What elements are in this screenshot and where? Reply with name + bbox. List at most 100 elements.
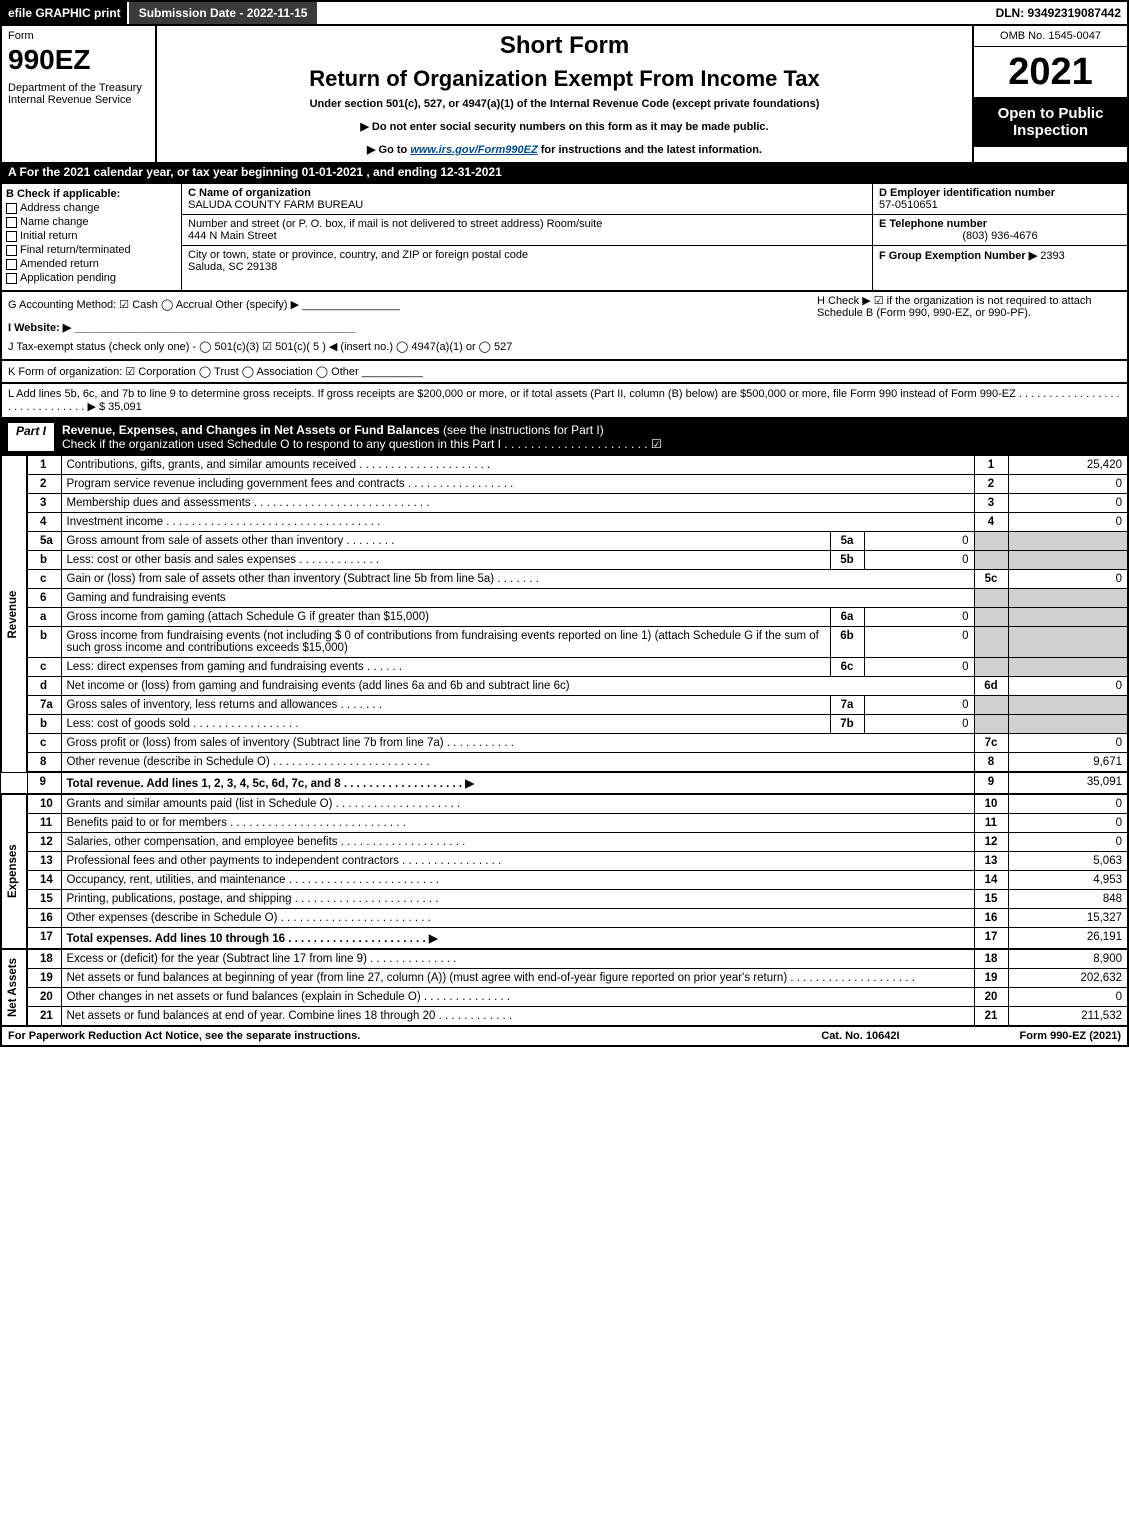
org-name: SALUDA COUNTY FARM BUREAU [188,199,363,211]
line-desc: Contributions, gifts, grants, and simila… [61,456,974,475]
line-desc: Other revenue (describe in Schedule O) .… [61,753,974,773]
city-label: City or town, state or province, country… [188,249,528,261]
chk-label: Initial return [20,230,77,242]
side-expenses: Expenses [1,794,27,949]
chk-application-pending[interactable]: Application pending [6,272,177,284]
tel-value: (803) 936-4676 [879,230,1121,242]
irs-link[interactable]: www.irs.gov/Form990EZ [410,144,537,156]
line-num: a [27,608,61,627]
line-desc: Occupancy, rent, utilities, and maintena… [61,871,974,890]
line-num: 2 [27,475,61,494]
form-header: Form 990EZ Department of the Treasury In… [0,24,1129,162]
line-desc: Less: cost or other basis and sales expe… [61,551,830,570]
shade [1008,627,1128,658]
line-amt: 202,632 [1008,969,1128,988]
lines-table: Revenue 1 Contributions, gifts, grants, … [0,455,1129,1027]
line-ref: 15 [974,890,1008,909]
row-g-to-j: G Accounting Method: ☑ Cash ◯ Accrual Ot… [0,290,1129,359]
line-num: c [27,570,61,589]
line-num: 10 [27,794,61,814]
line-ref: 21 [974,1007,1008,1027]
line-amt: 0 [1008,570,1128,589]
submission-date: Submission Date - 2022-11-15 [127,2,318,24]
line-desc: Professional fees and other payments to … [61,852,974,871]
line-desc: Gross sales of inventory, less returns a… [61,696,830,715]
efile-label[interactable]: efile GRAPHIC print [2,2,127,24]
footer-left: For Paperwork Reduction Act Notice, see … [8,1030,821,1042]
note2-post: for instructions and the latest informat… [538,144,762,156]
line-ref: 10 [974,794,1008,814]
chk-final-return[interactable]: Final return/terminated [6,244,177,256]
col-d-identifiers: D Employer identification number 57-0510… [872,184,1127,290]
shade [974,715,1008,734]
line-desc: Less: cost of goods sold . . . . . . . .… [61,715,830,734]
shade [1008,696,1128,715]
line-amt: 0 [1008,814,1128,833]
line-ref: 1 [974,456,1008,475]
sub-ref: 5a [830,532,864,551]
shade [974,658,1008,677]
section-bcd: B Check if applicable: Address change Na… [0,182,1129,290]
line-desc: Net income or (loss) from gaming and fun… [61,677,974,696]
shade [974,551,1008,570]
line-desc: Total revenue. Add lines 1, 2, 3, 4, 5c,… [61,772,974,794]
form-number: 990EZ [8,46,149,74]
shade [1008,608,1128,627]
chk-label: Address change [20,202,100,214]
chk-label: Final return/terminated [20,244,131,256]
line-amt: 0 [1008,833,1128,852]
sub-amt: 0 [864,658,974,677]
shade [974,696,1008,715]
line-num: 16 [27,909,61,928]
line-amt: 0 [1008,494,1128,513]
chk-name-change[interactable]: Name change [6,216,177,228]
line-num: 13 [27,852,61,871]
line-num: 12 [27,833,61,852]
line-desc: Gross profit or (loss) from sales of inv… [61,734,974,753]
sub-amt: 0 [864,551,974,570]
line-amt: 0 [1008,794,1128,814]
sub-ref: 7b [830,715,864,734]
form-label: Form [8,30,149,42]
line-amt: 26,191 [1008,928,1128,950]
line-num: 8 [27,753,61,773]
line-ref: 3 [974,494,1008,513]
line-num: 11 [27,814,61,833]
part-check: Check if the organization used Schedule … [62,437,662,451]
row-i: I Website: ▶ ___________________________… [8,321,1121,334]
line-desc: Gain or (loss) from sale of assets other… [61,570,974,589]
ein-label: D Employer identification number [879,187,1055,199]
form-subtitle: Under section 501(c), 527, or 4947(a)(1)… [163,98,966,110]
footer: For Paperwork Reduction Act Notice, see … [0,1027,1129,1047]
line-amt: 0 [1008,677,1128,696]
line-ref: 12 [974,833,1008,852]
row-j: J Tax-exempt status (check only one) - ◯… [8,340,1121,353]
sub-amt: 0 [864,627,974,658]
org-address: 444 N Main Street [188,230,277,242]
org-city: Saluda, SC 29138 [188,261,277,273]
sub-ref: 6b [830,627,864,658]
line-ref: 20 [974,988,1008,1007]
open-to-public: Open to Public Inspection [974,97,1127,147]
line-amt: 35,091 [1008,772,1128,794]
form-title: Return of Organization Exempt From Incom… [163,66,966,92]
side-net-assets: Net Assets [1,949,27,1026]
line-amt: 0 [1008,513,1128,532]
chk-initial-return[interactable]: Initial return [6,230,177,242]
line-num: b [27,627,61,658]
line-amt: 0 [1008,475,1128,494]
line-ref: 17 [974,928,1008,950]
chk-amended-return[interactable]: Amended return [6,258,177,270]
sub-amt: 0 [864,532,974,551]
top-bar: efile GRAPHIC print Submission Date - 20… [0,0,1129,24]
line-num: 20 [27,988,61,1007]
part-i-header: Part I Revenue, Expenses, and Changes in… [0,417,1129,455]
sub-amt: 0 [864,715,974,734]
chk-label: Name change [20,216,89,228]
ssn-warning: ▶ Do not enter social security numbers o… [163,120,966,133]
line-desc: Other changes in net assets or fund bala… [61,988,974,1007]
line-amt: 8,900 [1008,949,1128,969]
line-amt: 4,953 [1008,871,1128,890]
chk-address-change[interactable]: Address change [6,202,177,214]
note2-pre: ▶ Go to [367,144,410,156]
